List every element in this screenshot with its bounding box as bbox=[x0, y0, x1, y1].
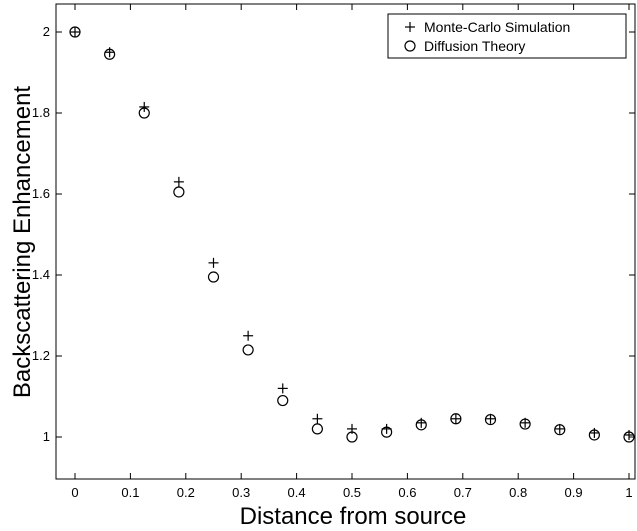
diffusion-theory-point bbox=[69, 26, 81, 38]
x-tick-label: 0.2 bbox=[177, 485, 195, 500]
y-tick-labels: 1 1.2 1.4 1.6 1.8 2 bbox=[32, 24, 50, 444]
y-tick-label: 1 bbox=[43, 429, 50, 444]
x-tick-label: 0 bbox=[71, 485, 78, 500]
x-tick-label: 0.9 bbox=[565, 485, 583, 500]
axis-ticks bbox=[56, 4, 635, 479]
diffusion-theory-point bbox=[484, 413, 497, 426]
monte-carlo-point bbox=[277, 383, 288, 394]
diffusion-theory-point bbox=[415, 419, 427, 431]
y-tick-label: 1.2 bbox=[32, 348, 50, 363]
x-tick-labels: 0 0.1 0.2 0.3 0.4 0.5 0.6 0.7 0.8 0.9 1 bbox=[71, 485, 632, 500]
monte-carlo-point bbox=[173, 176, 184, 187]
diffusion-theory-point bbox=[588, 429, 600, 441]
x-tick-label: 0.7 bbox=[454, 485, 472, 500]
diffusion-theory-point bbox=[450, 413, 462, 425]
diffusion-theory-point bbox=[277, 394, 289, 407]
diffusion-theory-point bbox=[346, 431, 358, 443]
y-axis-title: Backscattering Enhancement bbox=[9, 86, 36, 399]
legend-plus-marker bbox=[405, 22, 415, 32]
diffusion-theory-point bbox=[623, 431, 635, 443]
diffusion-theory-point bbox=[311, 423, 323, 435]
y-tick-label: 1.6 bbox=[32, 186, 50, 201]
x-tick-label: 0.4 bbox=[288, 485, 306, 500]
y-tick-label: 1.8 bbox=[32, 105, 50, 120]
diffusion-theory-point bbox=[207, 271, 220, 283]
x-tick-label: 0.1 bbox=[121, 485, 139, 500]
legend-label-monte-carlo: Monte-Carlo Simulation bbox=[424, 19, 570, 35]
diffusion-theory-point bbox=[104, 48, 116, 60]
monte-carlo-point bbox=[554, 423, 565, 434]
legend-box bbox=[387, 13, 627, 59]
x-tick-label: 1 bbox=[625, 485, 632, 500]
monte-carlo-point bbox=[243, 330, 254, 341]
diffusion-theory-point bbox=[138, 107, 150, 119]
x-axis-title: Distance from source bbox=[240, 503, 467, 530]
legend: Monte-Carlo Simulation Diffusion Theory bbox=[387, 13, 627, 59]
x-tick-label: 0.3 bbox=[232, 485, 250, 500]
x-tick-label: 0.5 bbox=[343, 485, 361, 500]
monte-carlo-point bbox=[485, 413, 496, 424]
data-markers bbox=[69, 26, 635, 443]
x-tick-label: 0.8 bbox=[509, 485, 527, 500]
y-tick-label: 2 bbox=[43, 24, 50, 39]
monte-carlo-point bbox=[139, 101, 150, 112]
monte-carlo-point bbox=[312, 413, 323, 424]
plot-area bbox=[55, 3, 636, 480]
diffusion-theory-point bbox=[242, 344, 254, 356]
monte-carlo-point bbox=[70, 27, 80, 37]
y-tick-label: 1.4 bbox=[32, 267, 50, 282]
monte-carlo-point bbox=[208, 257, 219, 268]
diffusion-theory-point bbox=[554, 424, 566, 436]
legend-label-diffusion: Diffusion Theory bbox=[424, 38, 525, 54]
legend-circle-marker bbox=[404, 40, 416, 52]
x-tick-label: 0.6 bbox=[398, 485, 416, 500]
diffusion-theory-point bbox=[519, 418, 531, 430]
diffusion-theory-point bbox=[381, 426, 393, 438]
monte-carlo-point bbox=[450, 413, 461, 424]
diffusion-theory-point bbox=[173, 186, 185, 198]
